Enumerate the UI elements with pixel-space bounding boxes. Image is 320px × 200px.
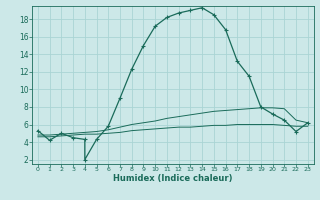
X-axis label: Humidex (Indice chaleur): Humidex (Indice chaleur) xyxy=(113,174,233,183)
